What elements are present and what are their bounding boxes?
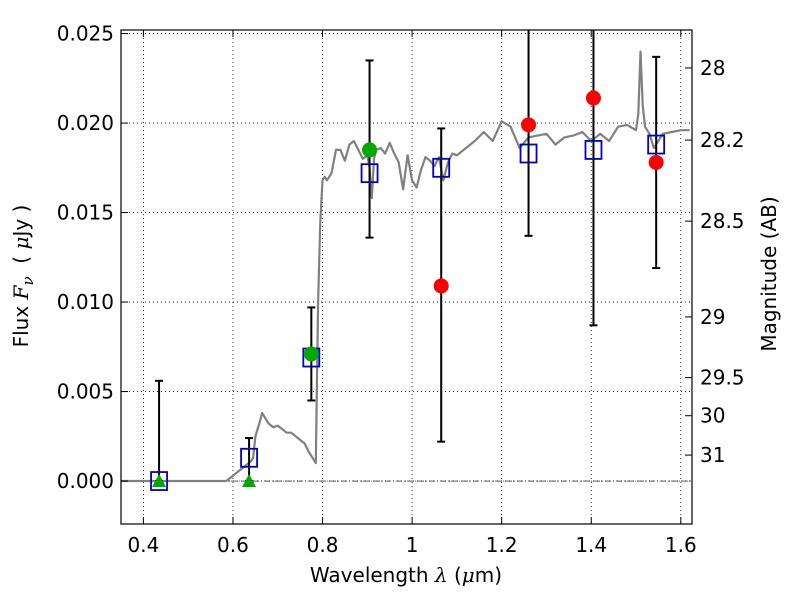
grid [121, 30, 692, 524]
observed-point-red [648, 154, 664, 170]
observed-point-red [521, 117, 537, 133]
upper-limit-marker [242, 474, 257, 488]
plot-frame [120, 29, 693, 525]
observed-point-red [433, 278, 449, 294]
y2-tick-label: 28.5 [700, 209, 745, 233]
y2-tick-label: 31 [700, 443, 725, 467]
y-tick-label: 0.010 [57, 290, 114, 314]
markers [150, 90, 666, 491]
x-tick-label: 1.4 [575, 533, 607, 557]
upper-limit-marker [152, 474, 167, 488]
x-tick-label: 0.4 [127, 533, 159, 557]
error-bars [155, 30, 661, 483]
secondary-y-axis-title: Magnitude (AB) [757, 196, 781, 351]
x-tick-label: 0.6 [217, 533, 249, 557]
ticks: 0.4 0.6 0.8 1 1.2 1.4 1.6 0.000 0.005 0.010 0.015 0… [57, 22, 745, 557]
y-tick-label: 0.025 [57, 22, 114, 46]
y2-tick-label: 29 [700, 305, 725, 329]
model-band-marker [432, 157, 451, 178]
model-band-marker [150, 471, 168, 491]
y2-tick-label: 29.5 [700, 366, 745, 390]
y-axis-title: Flux Fν ( μJy ) [9, 205, 37, 348]
y-tick-label: 0.020 [57, 111, 114, 135]
x-tick-label: 1.2 [486, 533, 518, 557]
observed-point-green [362, 142, 378, 158]
observed-point-green [303, 346, 319, 362]
model-band-marker [584, 140, 603, 160]
observed-point-red [585, 90, 601, 106]
x-tick-label: 1.6 [665, 533, 697, 557]
y2-tick-label: 28.2 [700, 128, 745, 152]
y2-tick-label: 28 [700, 56, 725, 80]
x-axis-title: Wavelength λ (μm) [310, 563, 502, 587]
model-band-marker [240, 447, 258, 468]
y-tick-label: 0.005 [57, 380, 114, 404]
y2-tick-label: 30 [700, 404, 725, 428]
model-spectrum-layer [121, 50, 690, 483]
model-band-marker [360, 163, 379, 184]
x-tick-label: 1 [406, 533, 419, 557]
y-tick-label: 0.015 [57, 201, 114, 225]
model-spectrum-line [121, 50, 690, 483]
x-tick-label: 0.8 [307, 533, 339, 557]
model-band-marker [519, 143, 538, 164]
model-band-marker [647, 134, 666, 155]
y-tick-label: 0.000 [57, 469, 114, 493]
